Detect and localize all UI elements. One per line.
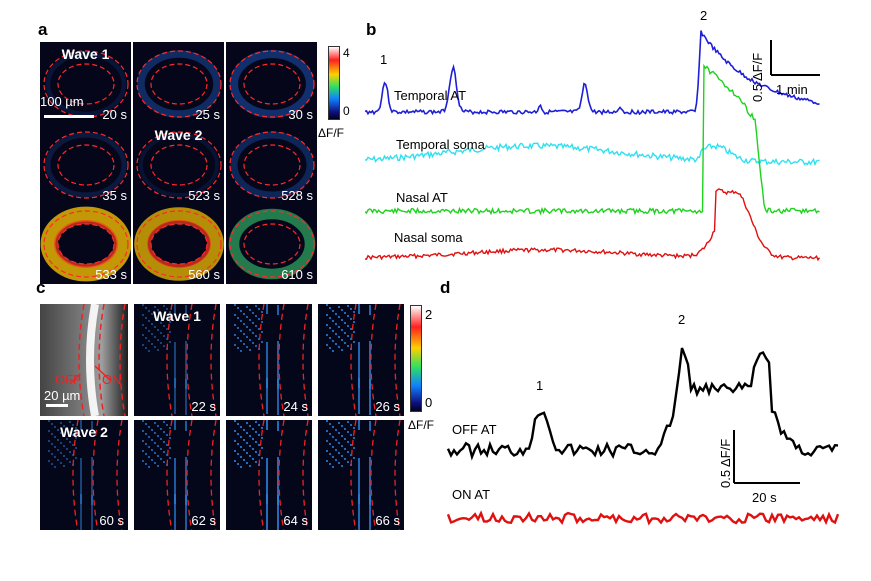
panel-label-a: a (38, 20, 48, 39)
panel-a-tile-time: 523 s (188, 188, 220, 203)
panel-c-tile-time: 66 s (375, 513, 400, 528)
panel-b-trace-temporal-at (365, 30, 820, 116)
panel-a-tile: 528 s (226, 123, 317, 205)
panel-b-marker-1: 1 (380, 52, 388, 67)
panel-b-traces (365, 30, 821, 262)
panel-a-colorbar-unit: ΔF/F (318, 126, 345, 140)
panel-c-off-label: OFF (55, 372, 81, 387)
panel-c-tile-wave-label: Wave 2 (60, 424, 108, 440)
panel-a-tile-wave-label: Wave 1 (61, 46, 110, 62)
panel-c-tile-time: 64 s (283, 513, 308, 528)
panel-c-tile: 66 s (318, 420, 404, 530)
panel-a-tile: 25 s (133, 42, 224, 124)
panel-b-scale-x: 1 min (776, 82, 808, 97)
panel-a-colorbar-max: 4 (343, 46, 350, 60)
panel-c-tile: 62 s (134, 420, 220, 530)
panel-d-marker-1: 1 (536, 378, 544, 393)
panel-b-label-temporal-soma: Temporal soma (396, 137, 485, 152)
panel-b-label-nasal-soma: Nasal soma (394, 230, 463, 245)
panel-b-trace-temporal-soma (365, 142, 820, 167)
panel-a-tile: 533 s (40, 202, 131, 284)
panel-c-colorbar-max: 2 (425, 307, 433, 322)
panel-a-tile-time: 533 s (95, 267, 127, 282)
panel-label-b: b (366, 20, 377, 39)
panel-c-tile-time: 26 s (375, 399, 400, 414)
panel-b-trace-nasal-soma (365, 188, 821, 262)
panel-c-tile-time: 62 s (191, 513, 216, 528)
panel-b-trace-nasal-at (365, 63, 820, 216)
panel-d-scale-y: 0.5 ΔF/F (718, 438, 733, 488)
panel-a-tile: 35 s (40, 123, 131, 205)
panel-a-tile-time: 25 s (195, 107, 220, 122)
panel-label-c: c (36, 278, 46, 297)
panel-d-trace-off-at (446, 347, 839, 461)
panel-d-marker-2: 2 (678, 312, 686, 327)
panel-label-d: d (440, 278, 451, 297)
panel-c-tile-wave-label: Wave 1 (153, 308, 201, 324)
panel-c-on-label: ON (102, 372, 122, 387)
panel-c-tile-time: 22 s (191, 399, 216, 414)
panel-a-tile-time: 610 s (281, 267, 313, 282)
panel-d-label-off-at: OFF AT (452, 422, 497, 437)
panel-c-tile-time: 60 s (99, 513, 124, 528)
panel-d-label-on-at: ON AT (452, 487, 491, 502)
panel-c-scalebar-label: 20 µm (44, 388, 81, 403)
panel-c-tile-time: 24 s (283, 399, 308, 414)
panel-c-colorbar-min: 0 (425, 395, 433, 410)
panel-c-colorbar-unit: ΔF/F (408, 418, 435, 432)
panel-a-tile: 560 s (133, 202, 224, 284)
panel-b-label-temporal-at: Temporal AT (394, 88, 467, 103)
panel-a-colorbar (328, 46, 340, 120)
panel-d-traces (446, 347, 840, 526)
panel-c-tile: 60 s Wave 2 (40, 420, 128, 530)
panel-c-tile: 22 s Wave 1 (134, 304, 220, 416)
panel-b-label-nasal-at: Nasal AT (396, 190, 448, 205)
panel-c-raw-image: OFF ON 20 µm (40, 304, 128, 416)
panel-a-scalebar (44, 115, 94, 118)
panel-c-raw-image-art (40, 304, 128, 416)
panel-a-tile-time: 560 s (188, 267, 220, 282)
panel-c-tile: 26 s (318, 304, 404, 416)
panel-d-trace-on-at (446, 510, 840, 526)
panel-a-tile-time: 30 s (288, 107, 313, 122)
panel-a-tile-time: 528 s (281, 188, 313, 203)
panel-c-colorbar (410, 305, 422, 412)
panel-a-tile: 20 s Wave 1 (40, 42, 131, 124)
panel-a-tile: 523 s Wave 2 (133, 123, 224, 205)
panel-a-tile-time: 35 s (102, 188, 127, 203)
panel-a-tile: 610 s (226, 202, 317, 284)
panel-b-marker-2: 2 (700, 8, 708, 23)
panel-b-scale-y: 0.5 ΔF/F (750, 52, 765, 102)
panel-a-tile: 30 s (226, 42, 317, 124)
panel-c-tile: 24 s (226, 304, 312, 416)
panel-d-scale-x: 20 s (752, 490, 777, 505)
panel-c-tile: 64 s (226, 420, 312, 530)
panel-a-tile-wave-label: Wave 2 (154, 127, 203, 143)
panel-a-tile-time: 20 s (102, 107, 127, 122)
panel-a-colorbar-min: 0 (343, 104, 350, 118)
panel-a-scalebar-label: 100 µm (40, 94, 84, 109)
